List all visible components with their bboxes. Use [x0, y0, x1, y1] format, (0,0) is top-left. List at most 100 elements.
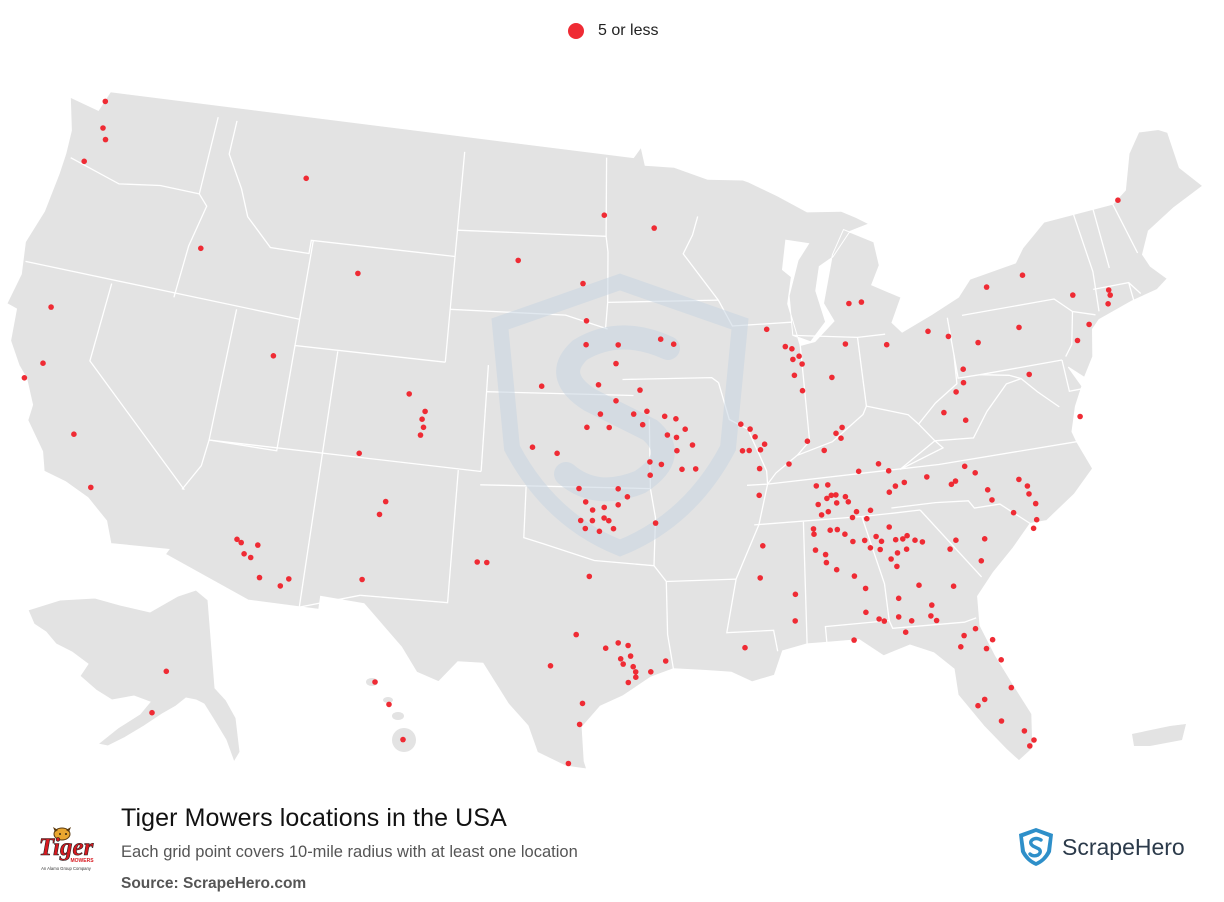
location-marker [883, 341, 890, 348]
location-marker [547, 663, 554, 669]
location-marker [573, 631, 579, 638]
location-marker [1026, 371, 1032, 378]
location-marker [916, 582, 922, 588]
state-border-line [228, 120, 456, 258]
location-marker [624, 494, 631, 500]
location-marker [238, 539, 244, 546]
location-marker [48, 304, 54, 310]
location-marker [1107, 292, 1113, 298]
location-marker [71, 431, 77, 438]
location-marker [595, 382, 602, 388]
location-marker [689, 442, 696, 448]
location-marker [474, 559, 481, 565]
location-marker [929, 602, 935, 608]
location-marker [947, 546, 953, 552]
location-marker [953, 537, 959, 543]
location-marker [633, 674, 639, 680]
location-marker [842, 493, 849, 500]
location-marker [606, 424, 612, 431]
location-markers [21, 98, 1121, 767]
location-marker [855, 468, 862, 475]
state-border-line [1092, 208, 1110, 269]
us-map [6, 91, 1204, 770]
location-marker [900, 536, 906, 542]
location-marker [582, 499, 589, 505]
location-marker [256, 574, 263, 581]
location-marker [950, 583, 957, 589]
location-marker [885, 468, 892, 474]
location-marker [738, 421, 744, 428]
state-borders [25, 116, 1142, 669]
state-border-line [173, 116, 219, 298]
location-marker [925, 328, 931, 335]
location-marker [1086, 321, 1092, 328]
location-marker [981, 696, 988, 703]
location-marker [839, 424, 845, 431]
state-border-line [891, 500, 1031, 525]
location-marker [792, 591, 799, 598]
location-marker [1024, 483, 1031, 489]
location-marker [661, 413, 668, 420]
location-marker [875, 461, 882, 467]
location-marker [538, 383, 545, 390]
location-marker [356, 450, 363, 457]
location-marker [630, 411, 637, 417]
location-marker [845, 499, 852, 505]
location-marker [799, 361, 805, 367]
location-marker [679, 466, 685, 473]
map-land [6, 91, 1204, 770]
location-marker [858, 299, 865, 305]
state-border-line [523, 486, 655, 567]
location-marker [602, 645, 609, 651]
location-marker [420, 424, 427, 431]
location-marker [901, 479, 908, 486]
location-marker [838, 435, 844, 442]
page-title: Tiger Mowers locations in the USA [121, 804, 507, 832]
location-marker [400, 736, 406, 743]
location-marker [825, 508, 832, 515]
location-marker [861, 537, 868, 544]
location-marker [627, 653, 634, 659]
location-marker [270, 353, 277, 359]
map-canvas [6, 91, 1204, 770]
location-marker [277, 583, 284, 589]
location-marker [941, 409, 947, 416]
location-marker [833, 500, 840, 506]
location-marker [406, 391, 413, 397]
location-marker [372, 679, 378, 685]
location-marker [804, 438, 811, 445]
location-marker [651, 225, 657, 231]
location-marker [998, 718, 1005, 724]
location-marker [586, 573, 593, 580]
puerto-rico-land [1132, 724, 1186, 746]
location-marker [756, 492, 762, 499]
state-border-line [457, 229, 607, 237]
location-marker [742, 644, 748, 651]
location-marker [928, 613, 934, 619]
state-border-line [604, 157, 609, 330]
watermark-shield-outline [491, 273, 749, 557]
location-marker [818, 512, 825, 518]
state-border-line [89, 283, 185, 491]
state-border-line [888, 617, 977, 629]
location-marker [975, 702, 981, 709]
scrapehero-wordmark: ScrapeHero [1062, 833, 1185, 860]
location-marker [601, 504, 607, 511]
location-marker [877, 546, 883, 553]
state-border-line [856, 337, 868, 407]
state-border-line [209, 439, 482, 473]
location-marker [823, 559, 830, 566]
logo-wordmark: Tiger [39, 834, 94, 861]
location-marker [613, 398, 619, 404]
location-marker [576, 721, 583, 728]
location-marker [359, 576, 365, 583]
location-marker [761, 441, 768, 448]
tiger-mowers-logo: Tiger MOWERS An Alamo Group Company [38, 827, 94, 871]
location-marker [933, 617, 940, 624]
location-marker [757, 447, 764, 453]
location-marker [639, 421, 646, 428]
location-marker [842, 531, 848, 537]
location-marker [892, 536, 899, 543]
location-marker [1070, 292, 1076, 298]
location-marker [647, 459, 653, 465]
